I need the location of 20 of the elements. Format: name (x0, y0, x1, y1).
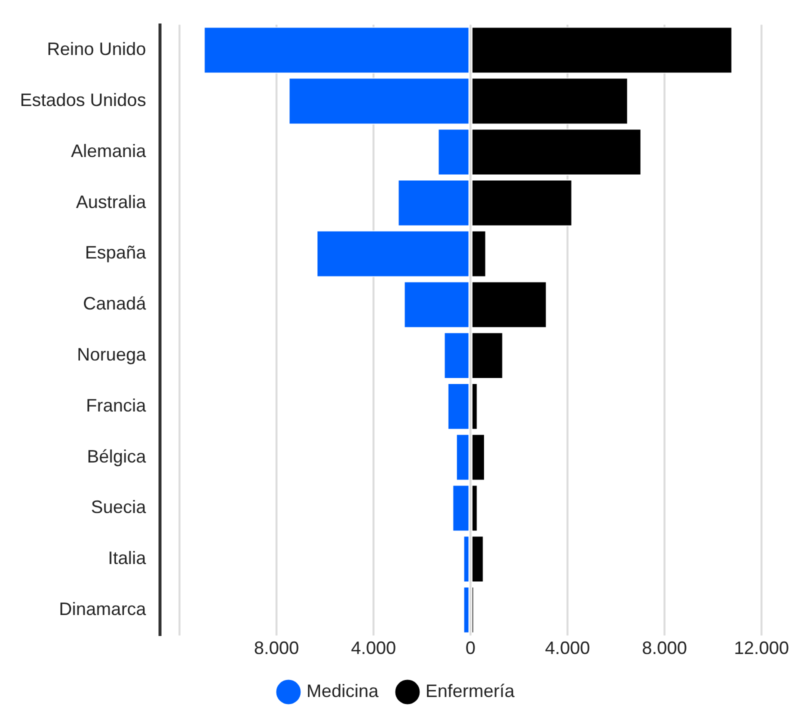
y-tick-label: Bélgica (87, 446, 148, 466)
y-tick-label: Suecia (91, 497, 148, 518)
y-tick-label: Italia (108, 548, 148, 568)
x-tick-label: 8.000 (642, 638, 687, 658)
legend-label: Medicina (306, 680, 380, 701)
x-tick-label: 0 (465, 638, 476, 658)
y-tick-label: Noruega (77, 344, 148, 365)
y-tick-label: Alemania (71, 140, 148, 161)
y-tick-label: Reino Unido (47, 39, 146, 60)
y-tick-label: Estados Unidos (20, 90, 146, 110)
y-tick-label: España (85, 242, 148, 263)
x-tick-label: 4.000 (350, 638, 396, 658)
x-tick-label: 4.000 (544, 638, 590, 658)
y-tick-label: Canadá (83, 294, 148, 314)
x-tick-label: 12.000 (734, 638, 790, 658)
x-tick-label: 8.000 (254, 638, 299, 658)
y-tick-label: Dinamarca (59, 598, 148, 619)
y-tick-label: Francia (86, 395, 148, 416)
legend-label: Enfermería (426, 680, 516, 701)
y-tick-label: Australia (76, 192, 148, 212)
